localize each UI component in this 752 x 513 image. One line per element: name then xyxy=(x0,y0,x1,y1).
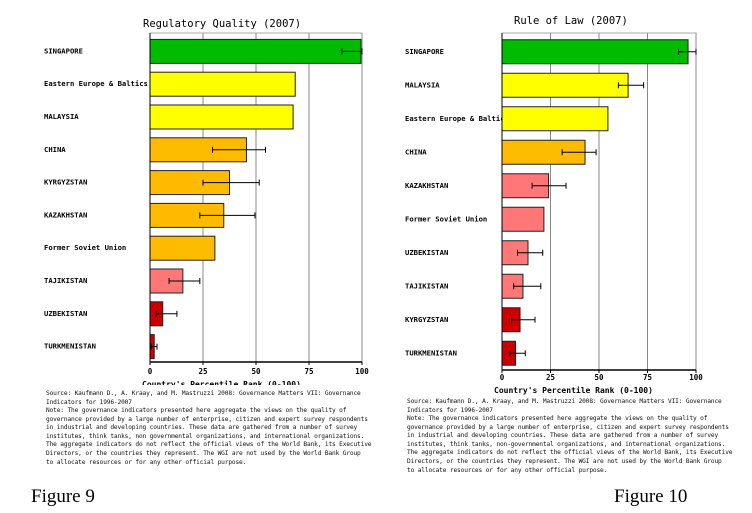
regulatory-quality-chart: Regulatory Quality (2007) 0 25 50 75 100 SINGA… xyxy=(44,18,369,385)
bar-group-uzbekistan: UZBEKISTAN xyxy=(44,301,178,327)
error-bar xyxy=(155,310,178,317)
tick-label: 25 xyxy=(546,373,555,382)
category-label: Former Soviet Union xyxy=(405,214,487,223)
figure-10-caption: Figure 10 xyxy=(614,486,688,507)
bar xyxy=(149,104,294,130)
bar-group-eastern-europe-baltics: Eastern Europe & Baltics xyxy=(405,106,609,132)
bar-group-malaysia: MALAYSIA xyxy=(44,104,294,130)
error-bar xyxy=(678,48,697,55)
category-label: SINGAPORE xyxy=(405,47,444,56)
figure-9-source: Source: Kaufmann D., A. Kraay, and M. Ma… xyxy=(46,390,361,406)
category-label: KAZAKHSTAN xyxy=(44,210,87,219)
error-bar xyxy=(341,48,363,55)
bar-group-tajikistan: TAJIKISTAN xyxy=(44,268,201,294)
bar xyxy=(501,106,609,132)
bar-group-malaysia: MALAYSIA xyxy=(405,72,645,98)
category-label: CHINA xyxy=(405,147,427,156)
error-bar xyxy=(509,350,526,357)
tick-label: 0 xyxy=(148,367,153,376)
error-bar xyxy=(202,179,260,186)
bar-group-kazakhstan: KAZAKHSTAN xyxy=(405,173,567,199)
bar-group-kyrgyzstan: KYRGYZSTAN xyxy=(44,170,260,196)
figure-10-panel: Rule of Law (2007) 0 25 50 75 100 SINGAPORE MAL… xyxy=(376,0,752,513)
bar xyxy=(149,38,362,64)
error-bar xyxy=(511,316,536,323)
category-label: KYRGYZSTAN xyxy=(44,178,87,187)
category-label: Eastern Europe & Baltics xyxy=(405,114,509,123)
error-bar xyxy=(150,343,158,350)
tick-label: 50 xyxy=(251,367,261,376)
bar xyxy=(501,206,545,232)
bar-group-turkmenistan: TURKMENISTAN xyxy=(405,340,526,366)
figure-10-source: Source: Kaufmann D., A. Kraay, and M. Ma… xyxy=(407,398,722,414)
bar-group-kyrgyzstan: KYRGYZSTAN xyxy=(405,307,536,333)
tick-label: 50 xyxy=(594,373,604,382)
category-label: Former Soviet Union xyxy=(44,243,126,252)
rule-of-law-chart: Rule of Law (2007) 0 25 50 75 100 SINGAPORE MAL… xyxy=(405,15,703,395)
category-label: TURKMENISTAN xyxy=(405,348,457,357)
category-label: CHINA xyxy=(44,145,66,154)
tick-label: 100 xyxy=(355,367,369,376)
error-bar xyxy=(199,212,256,219)
x-axis-title: Country's Percentile Rank (0-100) xyxy=(494,385,653,395)
figure-9-note: Note: The governance indicators presente… xyxy=(46,407,372,466)
bar xyxy=(149,235,216,261)
category-label: KYRGYZSTAN xyxy=(405,315,448,324)
bar-group-china: CHINA xyxy=(44,137,267,163)
category-label: MALAYSIA xyxy=(44,112,79,121)
chart-title: Regulatory Quality (2007) xyxy=(143,18,301,30)
bar-group-turkmenistan: TURKMENISTAN xyxy=(44,334,158,360)
figure-9-panel: Regulatory Quality (2007) 0 25 50 75 100 SINGA… xyxy=(31,18,372,507)
tick-label: 25 xyxy=(198,367,207,376)
bar-group-eastern-europe-baltics: Eastern Europe & Baltics xyxy=(44,71,296,97)
x-axis-title: Country's Percentile Rank (0-100) xyxy=(142,379,301,385)
error-bar xyxy=(513,283,542,290)
error-bar xyxy=(531,182,567,189)
bar xyxy=(501,72,629,98)
bar-group-singapore: SINGAPORE xyxy=(44,38,363,64)
category-label: UZBEKISTAN xyxy=(44,309,87,318)
category-label: MALAYSIA xyxy=(405,80,440,89)
bar-group-singapore: SINGAPORE xyxy=(405,39,697,65)
tick-label: 75 xyxy=(304,367,313,376)
bar xyxy=(149,71,296,97)
bar-group-china: CHINA xyxy=(405,139,597,165)
tick-label: 75 xyxy=(643,373,652,382)
tick-label: 0 xyxy=(500,373,505,382)
error-bar xyxy=(617,82,645,89)
error-bar xyxy=(212,146,267,153)
category-label: UZBEKISTAN xyxy=(405,248,448,257)
bar xyxy=(501,39,689,65)
category-label: TAJIKISTAN xyxy=(44,276,87,285)
category-label: Eastern Europe & Baltics xyxy=(44,79,148,88)
chart-title: Rule of Law (2007) xyxy=(514,15,628,27)
category-label: TAJIKISTAN xyxy=(405,281,448,290)
bar-group-former-soviet-union: Former Soviet Union xyxy=(44,235,216,261)
bar-group-kazakhstan: KAZAKHSTAN xyxy=(44,202,256,228)
category-label: SINGAPORE xyxy=(44,46,83,55)
bar-group-former-soviet-union: Former Soviet Union xyxy=(405,206,545,232)
category-label: TURKMENISTAN xyxy=(44,342,96,351)
category-label: KAZAKHSTAN xyxy=(405,181,448,190)
figure-10-note: Note: The governance indicators presente… xyxy=(407,415,733,474)
tick-label: 100 xyxy=(689,373,703,382)
figure-9-caption: Figure 9 xyxy=(31,486,95,507)
error-bar xyxy=(517,249,544,256)
bar-group-uzbekistan: UZBEKISTAN xyxy=(405,240,544,266)
bar-group-tajikistan: TAJIKISTAN xyxy=(405,273,542,299)
error-bar xyxy=(168,278,201,284)
error-bar xyxy=(561,149,597,156)
